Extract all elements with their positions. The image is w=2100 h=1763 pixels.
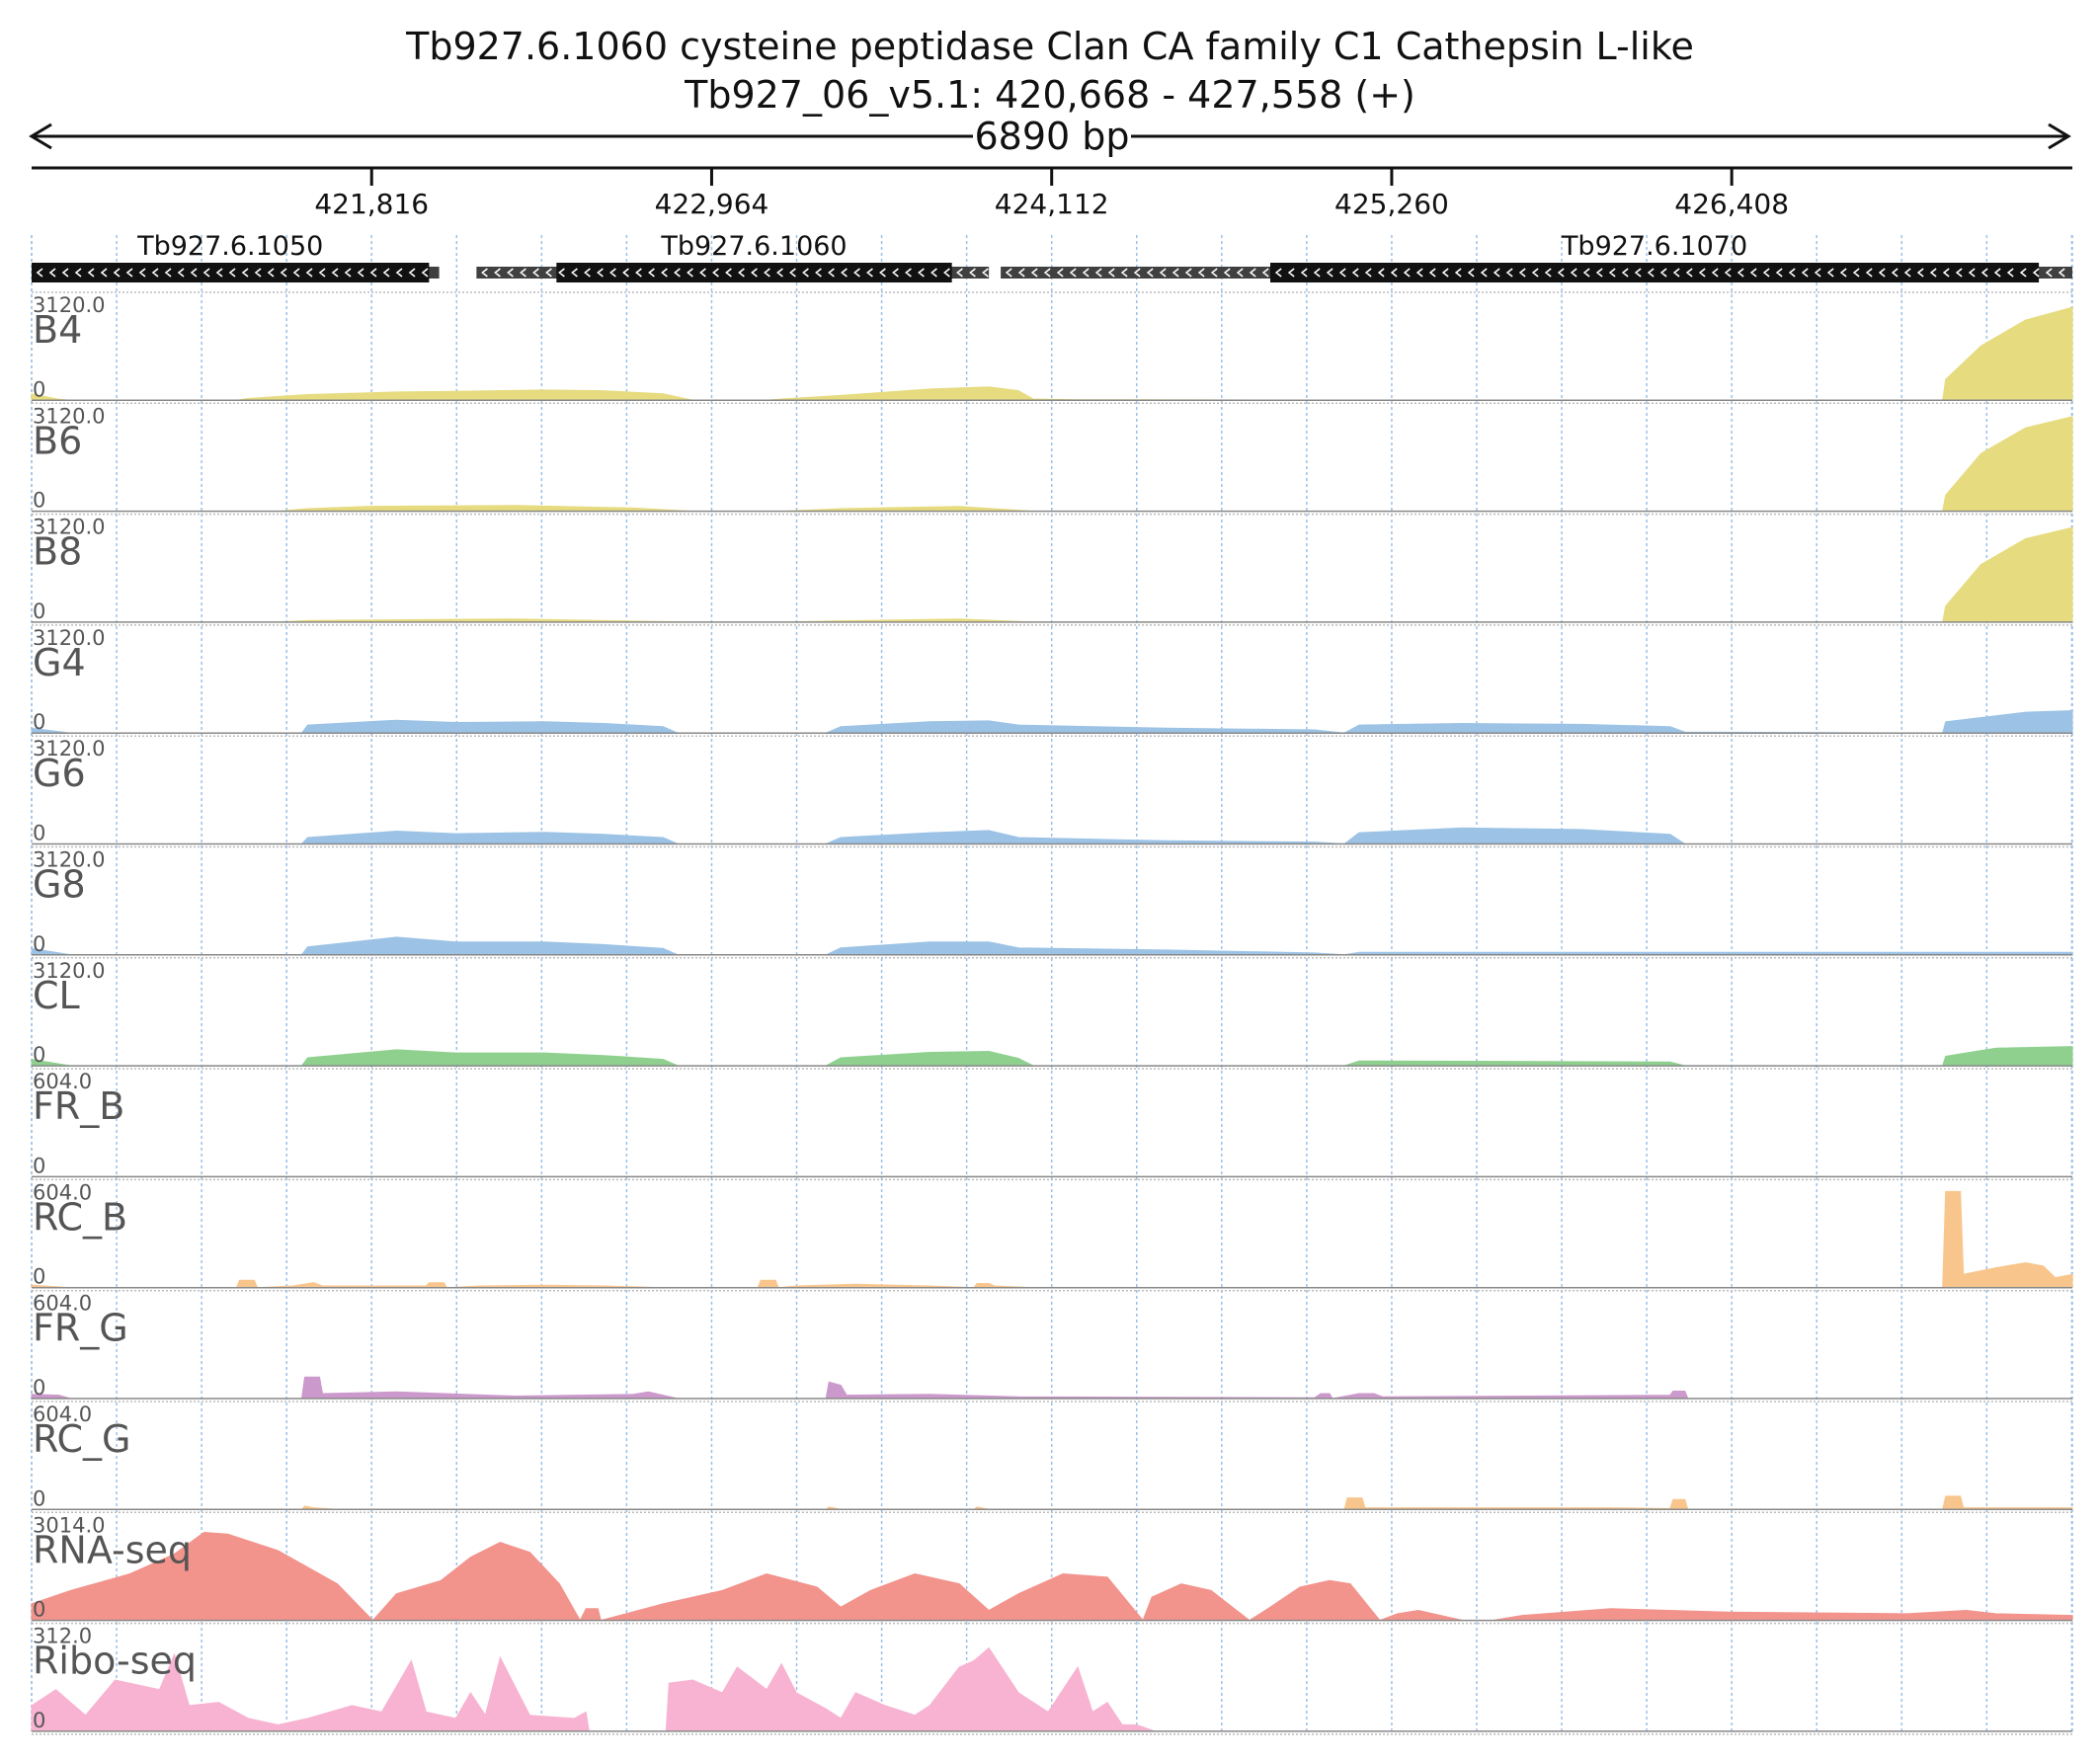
coverage-area [31,1190,2073,1289]
track-max-label: 3120.0 [33,516,105,539]
ruler-tick-label: 424,112 [995,188,1109,220]
gene-cds [556,263,952,282]
span-arrow [29,122,2071,150]
ruler-ticks: 421,816 422,964 424,112 425,260 426,408 [314,168,1789,220]
track-zero-label: 0 [33,710,45,734]
gene-Tb927.6.1050[interactable]: Tb927.6.1050 [32,231,440,282]
track-fr_g: 604.0FR_G 0 [31,1289,2072,1400]
track-max-label: 3120.0 [33,737,105,761]
coverage-area [31,1646,2072,1732]
track-name-label: G6 [33,752,86,795]
ruler-tick-label: 425,260 [1334,188,1449,220]
ruler-tick-label: 426,408 [1674,188,1789,220]
gene-label: Tb927.6.1060 [660,231,847,262]
track-zero-label: 0 [33,489,45,513]
track-name-label: B8 [33,530,82,574]
track-max-label: 604.0 [33,1070,92,1093]
coverage-area [31,306,2073,401]
span-label: 6890 bp [974,115,1129,158]
track-max-label: 3120.0 [33,404,105,428]
coverage-area [32,827,2072,845]
track-cl: 3120.0CL 0 [31,957,2073,1067]
track-name-label: FR_G [33,1307,128,1350]
track-name-label: RC_B [33,1195,127,1239]
gene-Tb927.6.1070[interactable]: Tb927.6.1070 [1001,231,2072,282]
track-name-label: G8 [33,863,86,907]
track-name-label: CL [33,974,80,1017]
track-fr_b: 604.0FR_B 0 [32,1068,2072,1177]
track-zero-label: 0 [33,1709,45,1732]
track-b4: 3120.0B4 0 [31,291,2073,401]
coverage-area [31,709,2073,734]
ruler-tick-label: 421,816 [314,188,429,220]
track-max-label: 312.0 [33,1625,92,1648]
ruler-tick-label: 422,964 [655,188,769,220]
track-b6: 3120.0B6 0 [32,402,2073,513]
gene-strand-chevrons [481,268,989,278]
track-zero-label: 0 [33,600,45,623]
track-zero-label: 0 [33,1265,45,1289]
track-rc_b: 604.0RC_B 0 [31,1178,2073,1289]
grid-lines [31,235,2073,1734]
gene-strand-chevrons [36,268,429,278]
track-max-label: 604.0 [33,1180,92,1204]
track-zero-label: 0 [33,1486,45,1510]
coverage-area [31,1531,2073,1622]
track-g6: 3120.0G6 0 [32,735,2072,845]
gene-label: Tb927.6.1070 [1561,231,1747,262]
coverage-area [32,526,2073,623]
gene-annotation-track[interactable]: Tb927.6.1050 Tb927.6.1060 Tb927.6.1070 [32,231,2072,282]
track-name-label: Ribo-seq [33,1640,197,1683]
track-name-label: RNA-seq [33,1528,192,1571]
track-max-label: 3120.0 [33,626,105,650]
track-name-label: RC_G [33,1417,131,1461]
gene-cds [1269,263,2040,282]
track-max-label: 3120.0 [33,293,105,317]
coverage-tracks: 3120.0B403120.0B603120.0B803120.0G403120… [31,291,2073,1735]
track-name-label: G4 [33,641,86,684]
track-b8: 3120.0B8 0 [32,513,2073,623]
track-zero-label: 0 [33,377,45,401]
coverage-area [31,936,2073,956]
track-zero-label: 0 [33,822,45,845]
track-zero-label: 0 [33,1043,45,1067]
track-max-label: 604.0 [33,1402,92,1426]
track-max-label: 3014.0 [33,1513,105,1537]
track-zero-label: 0 [33,1598,45,1622]
track-max-label: 3120.0 [33,848,105,872]
gene-Tb927.6.1060[interactable]: Tb927.6.1060 [476,231,990,282]
gene-strand-chevrons [1005,268,2065,278]
track-max-label: 604.0 [33,1292,92,1316]
track-max-label: 3120.0 [33,959,105,983]
track-rc_g: 604.0RC_G 0 [32,1401,2073,1510]
coverage-area [31,1376,2072,1400]
track-name-label: B6 [33,419,82,462]
track-zero-label: 0 [33,932,45,956]
locus-label: Tb927_06_v5.1: 420,668 - 427,558 (+) [684,73,1415,117]
track-zero-label: 0 [33,1154,45,1177]
coverage-area [32,416,2073,513]
track-name-label: FR_B [33,1084,124,1128]
coverage-area [31,1046,2073,1067]
track-zero-label: 0 [33,1376,45,1400]
page-title: Tb927.6.1060 cysteine peptidase Clan CA … [405,25,1694,68]
gene-label: Tb927.6.1050 [136,231,323,262]
track-g4: 3120.0G4 0 [31,624,2073,734]
track-name-label: B4 [33,308,82,352]
track-g8: 3120.0G8 0 [31,845,2073,956]
